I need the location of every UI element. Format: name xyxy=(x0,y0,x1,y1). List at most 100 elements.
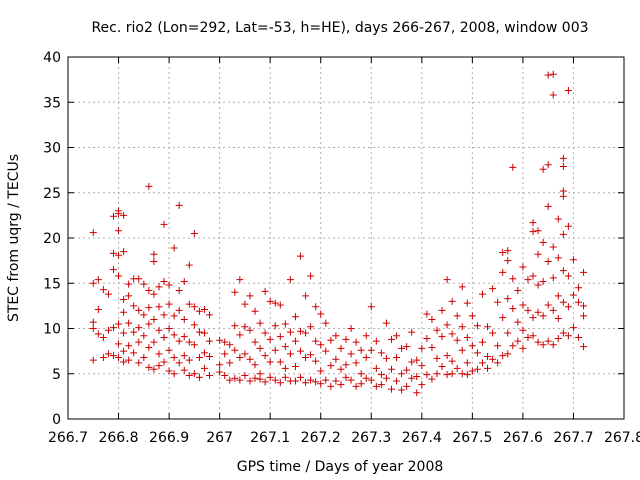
data-point xyxy=(473,349,481,357)
data-point xyxy=(145,344,153,352)
data-point xyxy=(195,328,203,336)
plot-frame xyxy=(67,56,625,420)
data-point xyxy=(509,275,517,283)
data-point xyxy=(155,283,163,291)
data-point xyxy=(529,272,537,280)
data-point xyxy=(109,212,117,220)
data-point xyxy=(463,334,471,342)
data-point xyxy=(291,363,299,371)
data-point xyxy=(453,336,461,344)
data-point xyxy=(266,335,274,343)
data-point xyxy=(559,192,567,200)
data-point xyxy=(165,300,173,308)
data-point xyxy=(372,382,380,390)
data-point xyxy=(499,248,507,256)
y-tick-label: 30 xyxy=(43,141,61,157)
data-point xyxy=(580,268,588,276)
data-point xyxy=(180,366,188,374)
data-point xyxy=(135,324,143,332)
data-point xyxy=(463,299,471,307)
data-point xyxy=(236,376,244,384)
data-point xyxy=(559,163,567,171)
data-point xyxy=(322,376,330,384)
data-point xyxy=(418,344,426,352)
data-point xyxy=(200,305,208,313)
data-point xyxy=(549,70,557,78)
grid-lines xyxy=(68,57,624,419)
x-tick-label: 267.8 xyxy=(604,430,640,446)
data-point xyxy=(367,346,375,354)
y-tick-labels: 0 5 10 15 20 25 30 35 40 xyxy=(43,50,61,428)
data-point xyxy=(170,312,178,320)
data-point xyxy=(145,363,153,371)
data-point xyxy=(367,376,375,384)
x-tick-label: 266.8 xyxy=(98,430,138,446)
data-point xyxy=(544,301,552,309)
data-point xyxy=(226,376,234,384)
data-point xyxy=(559,298,567,306)
data-point xyxy=(135,359,143,367)
data-point xyxy=(554,334,562,342)
data-point xyxy=(463,371,471,379)
data-point xyxy=(504,350,512,358)
data-point xyxy=(529,314,537,322)
data-point xyxy=(180,315,188,323)
x-tick-label: 267 xyxy=(206,430,233,446)
data-point xyxy=(261,329,269,337)
data-point xyxy=(342,373,350,381)
data-point xyxy=(564,332,572,340)
data-point xyxy=(135,338,143,346)
data-point xyxy=(408,374,416,382)
data-point xyxy=(428,344,436,352)
data-point xyxy=(549,341,557,349)
data-point xyxy=(94,330,102,338)
data-point xyxy=(569,291,577,299)
data-point xyxy=(357,346,365,354)
data-point xyxy=(418,381,426,389)
data-point xyxy=(185,300,193,308)
data-point xyxy=(327,362,335,370)
data-point xyxy=(403,343,411,351)
data-point xyxy=(489,355,497,363)
data-point xyxy=(291,377,299,385)
data-point xyxy=(281,320,289,328)
data-point xyxy=(109,266,117,274)
data-point xyxy=(332,332,340,340)
data-point xyxy=(190,341,198,349)
data-point xyxy=(494,298,502,306)
y-tick-label: 35 xyxy=(43,95,61,111)
data-point xyxy=(276,333,284,341)
data-point xyxy=(524,334,532,342)
data-point xyxy=(559,154,567,162)
data-point xyxy=(519,326,527,334)
data-point xyxy=(251,338,259,346)
data-point xyxy=(332,377,340,385)
data-point xyxy=(266,358,274,366)
data-point xyxy=(160,311,168,319)
data-point xyxy=(120,296,128,304)
data-point xyxy=(453,312,461,320)
data-point xyxy=(302,292,310,300)
data-point xyxy=(241,372,249,380)
data-point xyxy=(104,290,112,298)
data-point xyxy=(297,373,305,381)
data-point xyxy=(125,342,133,350)
data-point xyxy=(317,380,325,388)
data-point xyxy=(443,352,451,360)
data-point xyxy=(575,298,583,306)
data-point xyxy=(236,276,244,284)
data-point xyxy=(241,300,249,308)
data-point xyxy=(448,357,456,365)
data-point xyxy=(302,353,310,361)
y-tick-label: 5 xyxy=(52,367,61,383)
data-point xyxy=(99,353,107,361)
data-point xyxy=(160,358,168,366)
data-point xyxy=(185,372,193,380)
data-point xyxy=(453,364,461,372)
data-point xyxy=(347,325,355,332)
x-tick-label: 266.9 xyxy=(149,430,189,446)
data-point xyxy=(423,334,431,342)
data-point xyxy=(484,353,492,361)
data-point xyxy=(519,301,527,309)
